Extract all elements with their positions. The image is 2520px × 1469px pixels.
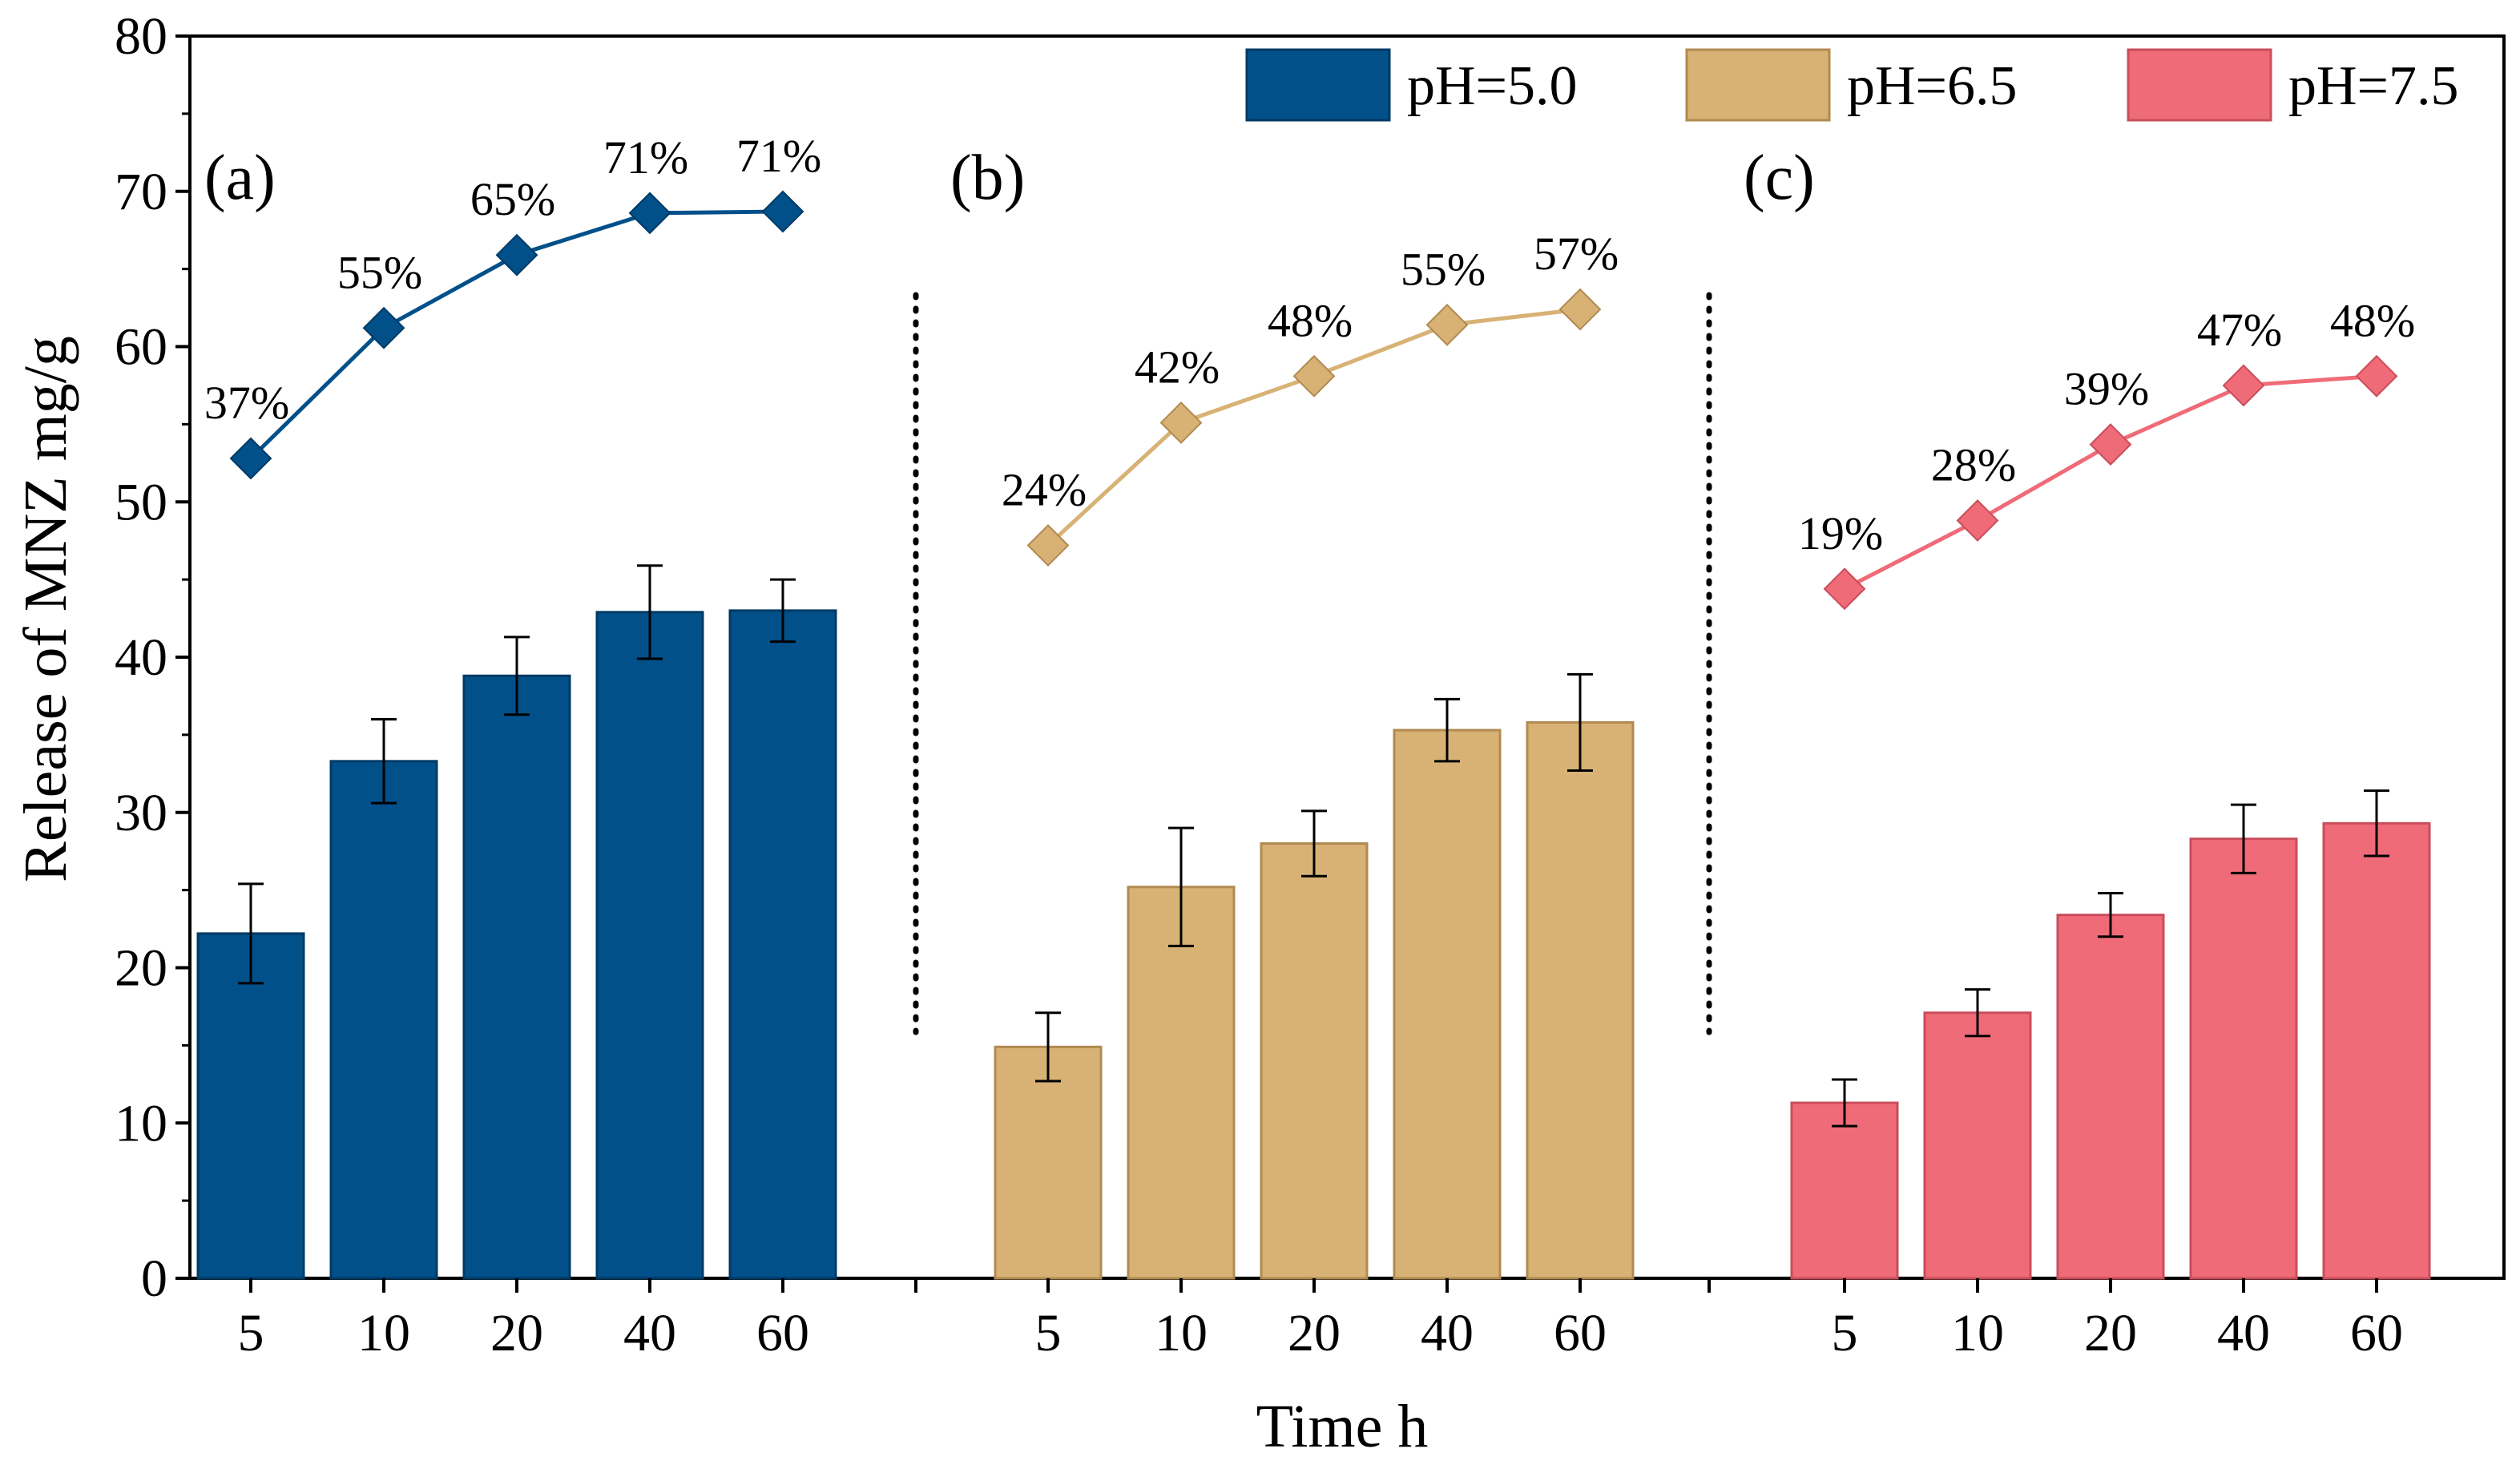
legend-label: pH=6.5 <box>1847 55 2018 117</box>
line-marker <box>1425 303 1469 346</box>
line-marker <box>1292 354 1336 398</box>
panel-label: (c) <box>1744 143 1815 213</box>
percent-label: 48% <box>2330 294 2415 346</box>
line-marker <box>229 437 272 480</box>
y-tick-label: 10 <box>115 1094 167 1152</box>
y-tick-label: 0 <box>141 1249 167 1308</box>
line-marker <box>495 233 538 276</box>
y-tick-label: 50 <box>115 473 167 531</box>
x-tick-label: 40 <box>2217 1304 2270 1362</box>
bar <box>2189 837 2298 1280</box>
percent-label: 37% <box>204 377 289 429</box>
percent-label: 55% <box>1401 243 1486 295</box>
percent-label: 48% <box>1268 294 1353 346</box>
bar <box>1923 1011 2032 1280</box>
bar <box>2056 914 2165 1280</box>
bar <box>1526 720 1635 1280</box>
percent-label: 42% <box>1135 341 1220 393</box>
percent-label: 19% <box>1798 507 1883 559</box>
percent-label: 39% <box>2064 363 2149 415</box>
x-tick-label: 10 <box>357 1304 410 1362</box>
line-marker <box>362 306 405 349</box>
line-marker <box>1823 567 1866 611</box>
panel-label: (a) <box>204 143 276 213</box>
bar <box>1260 842 1369 1280</box>
x-tick-label: 20 <box>2084 1304 2137 1362</box>
plot-area: 0 10 20 30 40 50 60 70 80 (a) 5 10 20 40 60 37% 55% 65% 71… <box>115 7 2506 1362</box>
legend: pH=5.0 pH=6.5 pH=7.5 <box>1245 48 2459 122</box>
line-marker <box>1558 288 1602 331</box>
y-axis-title: Release of MNZ mg/g <box>12 336 79 882</box>
x-tick-label: 60 <box>2350 1304 2403 1362</box>
y-tick-label: 40 <box>115 628 167 687</box>
x-tick-label: 10 <box>1155 1304 1208 1362</box>
x-tick-label: 20 <box>490 1304 543 1362</box>
legend-swatch <box>1245 48 1391 122</box>
x-tick-label: 10 <box>1951 1304 2004 1362</box>
x-tick-label: 60 <box>1554 1304 1607 1362</box>
legend-label: pH=7.5 <box>2288 55 2459 117</box>
line-marker <box>2355 354 2398 398</box>
percent-label: 65% <box>470 173 555 225</box>
percent-label: 55% <box>337 246 422 298</box>
bar <box>2322 821 2431 1280</box>
line-marker <box>1026 524 1070 567</box>
x-tick-label: 60 <box>756 1304 809 1362</box>
percent-label: 24% <box>1002 464 1087 516</box>
line-marker <box>1956 499 1999 542</box>
line-marker <box>2222 364 2265 407</box>
line-marker <box>628 192 671 235</box>
y-tick-label: 80 <box>115 7 167 66</box>
percent-label: 71% <box>603 131 688 184</box>
bar <box>728 609 837 1280</box>
panel-label: (b) <box>950 143 1025 213</box>
line-marker <box>1159 402 1203 444</box>
legend-swatch <box>2127 48 2272 122</box>
x-tick-label: 5 <box>1035 1304 1062 1362</box>
x-tick-label: 5 <box>238 1304 264 1362</box>
x-axis-title: Time h <box>1256 1393 1429 1460</box>
bar <box>196 932 305 1280</box>
x-tick-label: 40 <box>1421 1304 1474 1362</box>
y-tick-label: 60 <box>115 318 167 377</box>
percent-label: 71% <box>736 130 821 182</box>
percent-label: 28% <box>1931 439 2016 491</box>
line-marker <box>761 190 804 233</box>
percent-label: 47% <box>2197 304 2282 356</box>
legend-label: pH=5.0 <box>1407 55 1578 117</box>
x-tick-label: 5 <box>1832 1304 1858 1362</box>
x-tick-label: 40 <box>623 1304 676 1362</box>
bar <box>329 760 438 1280</box>
y-tick-label: 30 <box>115 784 167 842</box>
legend-swatch <box>1685 48 1831 122</box>
bar <box>994 1045 1103 1280</box>
percent-label: 57% <box>1534 228 1619 280</box>
line-marker <box>2089 423 2132 466</box>
y-tick-label: 20 <box>115 939 167 998</box>
bar <box>462 674 571 1280</box>
bar <box>595 611 704 1280</box>
bar <box>1393 728 1502 1280</box>
bar <box>1790 1101 1899 1280</box>
x-tick-label: 20 <box>1288 1304 1341 1362</box>
y-tick-label: 70 <box>115 163 167 221</box>
bar <box>1127 886 1236 1280</box>
